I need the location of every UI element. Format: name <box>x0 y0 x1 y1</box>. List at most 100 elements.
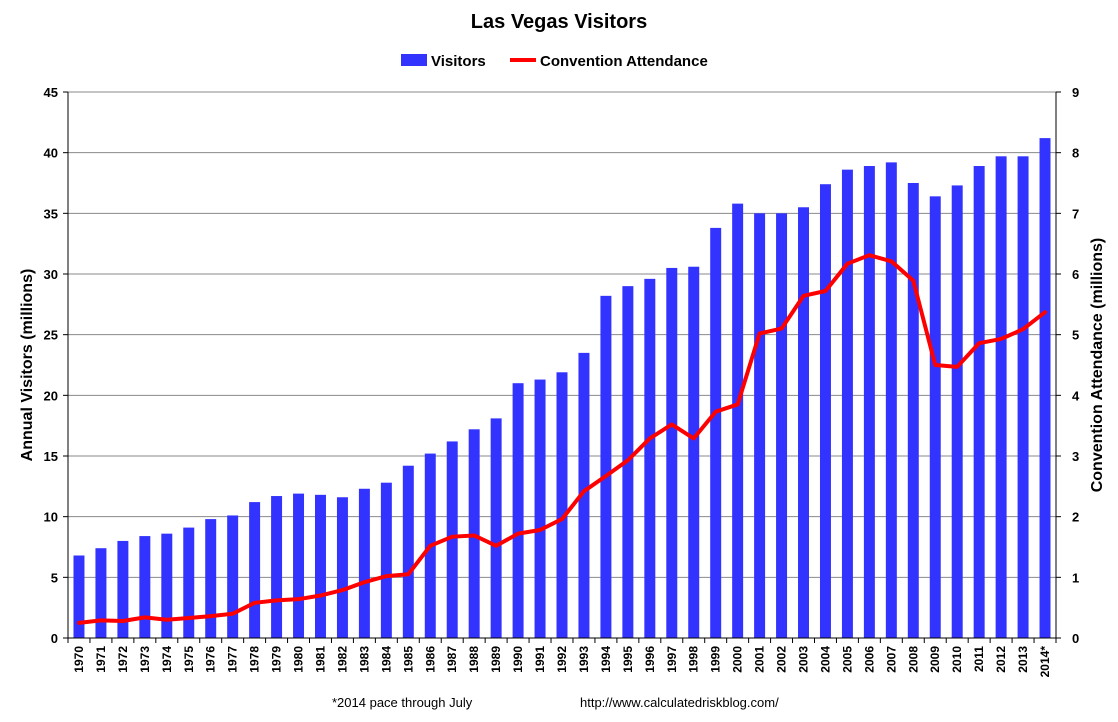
x-tick-label: 1998 <box>687 646 701 673</box>
y-axis-title: Annual Visitors (millions) <box>19 269 36 462</box>
x-tick-label: 1976 <box>204 646 218 673</box>
bar-visitors <box>600 295 612 638</box>
x-tick-label: 1995 <box>621 646 635 673</box>
x-tick-label: 1984 <box>379 646 393 673</box>
right-axis-ticks: 0 1 2 3 4 5 6 7 8 9 <box>1072 85 1080 646</box>
bar-visitors <box>863 166 875 638</box>
bar-visitors <box>315 494 326 638</box>
bar-visitors <box>578 352 590 638</box>
bar-visitors <box>402 465 414 638</box>
left-axis-ticks: 0 5 10 15 20 25 30 35 40 45 <box>44 85 58 646</box>
x-tick-label: 2008 <box>906 646 920 673</box>
x-tick-label: 1999 <box>709 646 723 673</box>
x-tick-label: 1983 <box>357 646 371 673</box>
x-tick-label: 1988 <box>467 646 481 673</box>
x-tick-label: 2011 <box>972 646 986 672</box>
x-tick-label: 1982 <box>335 646 349 673</box>
x-tick-label: 1973 <box>138 646 152 673</box>
bar-visitors <box>929 196 941 638</box>
x-tick-label: 2003 <box>797 646 811 673</box>
visitors-bars <box>73 138 1051 639</box>
x-tick-label: 1993 <box>577 646 591 673</box>
legend-label-visitors: Visitors <box>431 53 486 70</box>
right-tick-label: 8 <box>1072 146 1079 161</box>
x-tick-label: 2010 <box>950 646 964 673</box>
right-tick-label: 2 <box>1072 510 1079 525</box>
convention-line <box>76 253 1048 625</box>
footnote: *2014 pace through July <box>332 695 473 710</box>
left-tick-label: 0 <box>51 631 58 646</box>
right-tick-label: 6 <box>1072 267 1079 282</box>
x-tick-label: 2006 <box>862 646 876 673</box>
x-tick-label: 1977 <box>226 646 240 673</box>
bar-visitors <box>512 383 524 638</box>
bar-visitors <box>380 482 392 638</box>
x-tick-label: 2014* <box>1038 646 1052 678</box>
bar-visitors <box>710 227 722 639</box>
bar-visitors <box>95 548 107 638</box>
x-tick-label: 1979 <box>270 646 284 673</box>
right-tick-label: 1 <box>1072 570 1079 585</box>
x-tick-label: 2012 <box>994 646 1008 673</box>
x-tick-label: 1985 <box>401 646 415 673</box>
x-tick-label: 2001 <box>753 646 767 673</box>
bar-visitors <box>995 156 1007 638</box>
x-tick-label: 2005 <box>840 646 854 673</box>
left-tick-label: 5 <box>51 570 58 585</box>
bar-visitors <box>644 278 656 638</box>
bar-visitors <box>973 166 985 638</box>
x-tick-label: 1992 <box>555 646 569 673</box>
left-tick-label: 25 <box>44 328 58 343</box>
bar-visitors <box>688 266 700 638</box>
right-tick-label: 0 <box>1072 631 1079 646</box>
axes <box>63 91 1061 643</box>
x-tick-label: 1986 <box>423 646 437 673</box>
left-tick-label: 35 <box>44 206 58 221</box>
bar-visitors <box>336 497 348 638</box>
bar-visitors <box>249 502 261 638</box>
bar-visitors <box>754 213 766 639</box>
right-tick-label: 7 <box>1072 206 1079 221</box>
bar-visitors <box>819 184 831 639</box>
right-tick-label: 9 <box>1072 85 1079 100</box>
source-url: http://www.calculatedriskblog.com/ <box>580 695 779 710</box>
x-tick-label: 1974 <box>160 646 174 673</box>
bar-visitors <box>161 533 173 638</box>
x-tick-label: 1981 <box>313 646 327 673</box>
x-tick-label: 2004 <box>818 646 832 673</box>
x-tick-label: 1975 <box>182 646 196 673</box>
x-tick-label: 2013 <box>1016 646 1030 673</box>
legend-label-convention: Convention Attendance <box>540 53 708 70</box>
bar-visitors <box>446 441 458 638</box>
right-tick-label: 3 <box>1072 449 1079 464</box>
chart-title: Las Vegas Visitors <box>471 11 647 33</box>
legend: Visitors Convention Attendance <box>401 53 708 70</box>
bar-visitors <box>139 536 151 638</box>
bar-visitors <box>1017 156 1029 638</box>
x-tick-label: 1980 <box>292 646 306 673</box>
bar-visitors <box>1039 138 1051 638</box>
bar-visitors <box>951 185 963 638</box>
x-tick-label: 1990 <box>511 646 525 673</box>
bar-visitors <box>293 493 305 638</box>
bar-visitors <box>358 488 370 638</box>
x-tick-label: 1970 <box>72 646 86 673</box>
bar-visitors <box>117 540 129 638</box>
y2-axis-title: Convention Attendance (millions) <box>1089 238 1106 493</box>
bar-visitors <box>885 162 897 638</box>
bar-visitors <box>841 169 853 639</box>
bar-visitors <box>732 203 744 639</box>
x-tick-label: 2000 <box>731 646 745 673</box>
bar-visitors <box>556 372 568 638</box>
x-tick-label: 1972 <box>116 646 130 673</box>
right-tick-label: 5 <box>1072 328 1079 343</box>
x-tick-label: 1989 <box>489 646 503 673</box>
left-tick-label: 30 <box>44 267 58 282</box>
x-tick-label: 1991 <box>533 646 547 673</box>
bar-visitors <box>534 379 546 638</box>
x-tick-label: 2002 <box>775 646 789 673</box>
x-tick-label: 1971 <box>94 646 108 673</box>
left-tick-label: 10 <box>44 510 58 525</box>
bar-visitors <box>205 519 217 638</box>
